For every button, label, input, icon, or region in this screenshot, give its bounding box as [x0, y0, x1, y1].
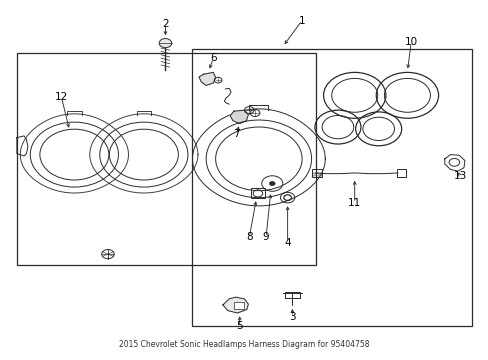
- Bar: [311, 169, 322, 177]
- Text: 11: 11: [347, 198, 361, 208]
- Bar: [233, 302, 244, 310]
- Text: 2: 2: [162, 19, 168, 29]
- Bar: [396, 169, 405, 177]
- Text: 8: 8: [245, 232, 252, 242]
- Circle shape: [159, 39, 171, 48]
- Bar: [316, 173, 318, 176]
- Text: 10: 10: [404, 37, 417, 47]
- Text: 6: 6: [210, 53, 216, 63]
- Text: 3: 3: [288, 312, 295, 322]
- Polygon shape: [199, 72, 215, 85]
- Polygon shape: [223, 297, 248, 313]
- Circle shape: [269, 181, 275, 186]
- Text: 1: 1: [298, 15, 305, 26]
- Polygon shape: [230, 110, 248, 123]
- Text: 9: 9: [262, 232, 269, 242]
- Bar: [191, 49, 471, 327]
- Text: 2015 Chevrolet Sonic Headlamps Harness Diagram for 95404758: 2015 Chevrolet Sonic Headlamps Harness D…: [119, 339, 369, 348]
- Text: 5: 5: [236, 321, 243, 332]
- Bar: [251, 189, 264, 198]
- Text: 7: 7: [233, 129, 239, 139]
- Text: 12: 12: [55, 92, 68, 102]
- Bar: [17, 53, 316, 265]
- Bar: [319, 173, 322, 176]
- Text: 4: 4: [284, 238, 290, 248]
- Bar: [312, 173, 315, 176]
- Text: 13: 13: [452, 171, 466, 181]
